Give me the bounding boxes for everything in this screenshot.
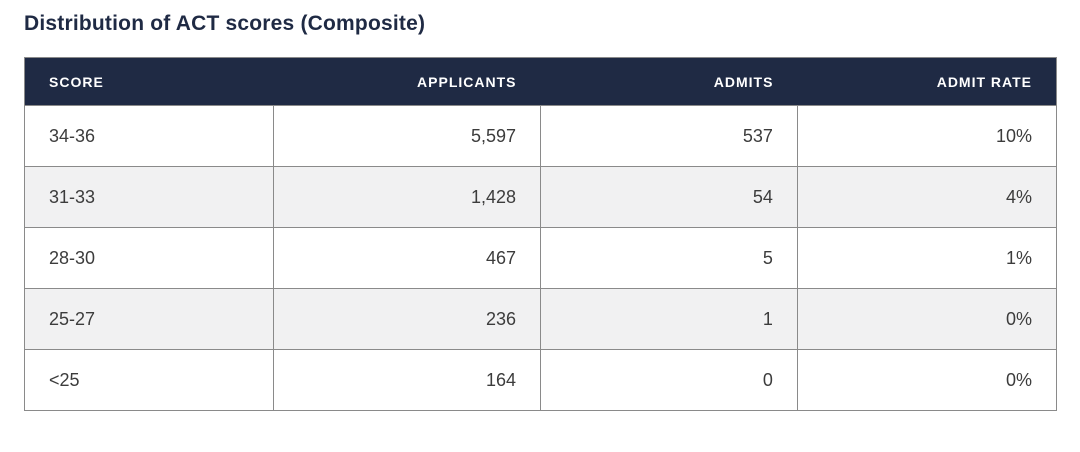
cell-applicants: 467 <box>272 227 541 289</box>
cell-score: 34-36 <box>24 105 274 167</box>
cell-applicants: 5,597 <box>272 105 541 167</box>
cell-admit-rate: 0% <box>796 288 1058 350</box>
cell-score: 25-27 <box>24 288 274 350</box>
cell-admits: 537 <box>539 105 798 167</box>
cell-admits: 54 <box>539 166 798 228</box>
table-row: 34-36 5,597 537 10% <box>24 105 1058 167</box>
table-row: 28-30 467 5 1% <box>24 227 1058 289</box>
cell-admits: 1 <box>539 288 798 350</box>
cell-admit-rate: 1% <box>796 227 1058 289</box>
cell-admit-rate: 10% <box>796 105 1058 167</box>
cell-admit-rate: 0% <box>796 349 1058 411</box>
cell-score: 28-30 <box>24 227 274 289</box>
cell-admits: 5 <box>539 227 798 289</box>
cell-score: <25 <box>24 349 274 411</box>
table-header: SCORE APPLICANTS ADMITS ADMIT RATE <box>24 57 1057 106</box>
table-header-row: SCORE APPLICANTS ADMITS ADMIT RATE <box>24 57 1057 106</box>
column-header-applicants: APPLICANTS <box>273 57 541 106</box>
cell-admits: 0 <box>539 349 798 411</box>
cell-applicants: 1,428 <box>272 166 541 228</box>
table-row: 31-33 1,428 54 4% <box>24 166 1058 228</box>
table-row: <25 164 0 0% <box>24 349 1058 411</box>
cell-score: 31-33 <box>24 166 274 228</box>
act-score-table: SCORE APPLICANTS ADMITS ADMIT RATE 34-36… <box>24 57 1058 411</box>
cell-applicants: 236 <box>272 288 541 350</box>
cell-applicants: 164 <box>272 349 541 411</box>
column-header-score: SCORE <box>24 57 274 106</box>
column-header-admit-rate: ADMIT RATE <box>797 57 1057 106</box>
column-header-admits: ADMITS <box>540 57 798 106</box>
cell-admit-rate: 4% <box>796 166 1058 228</box>
page-title: Distribution of ACT scores (Composite) <box>24 12 426 35</box>
table-body: 34-36 5,597 537 10% 31-33 1,428 54 4% 28-30 467 5 1… <box>24 105 1058 411</box>
table-row: 25-27 236 1 0% <box>24 288 1058 350</box>
